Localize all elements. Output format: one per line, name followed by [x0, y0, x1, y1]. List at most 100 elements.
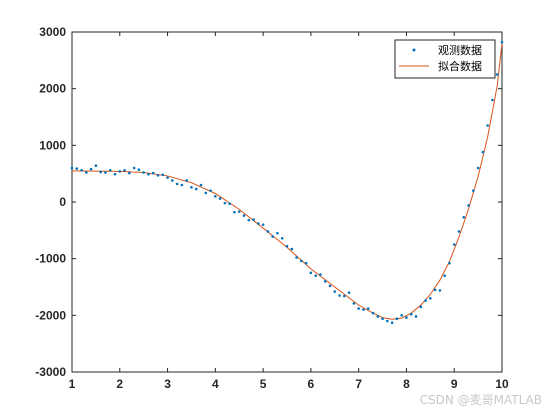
data-point [424, 299, 427, 302]
data-point [223, 201, 227, 205]
data-point [128, 171, 131, 175]
data-point [366, 307, 370, 310]
x-tick-label: 7 [355, 377, 362, 391]
data-point [257, 222, 260, 225]
data-point [108, 168, 112, 172]
data-point [295, 256, 298, 259]
data-point [247, 218, 251, 222]
data-point [228, 202, 231, 205]
data-point [118, 170, 122, 173]
legend-label-fit: 拟合数据 [438, 59, 482, 73]
data-point [467, 204, 470, 207]
x-tick-label: 5 [260, 377, 267, 391]
data-point [338, 294, 341, 297]
y-tick-label: -2000 [35, 308, 66, 322]
data-point [132, 166, 136, 170]
y-tick-label: 2000 [39, 82, 66, 96]
data-point [300, 259, 303, 263]
data-point [185, 179, 188, 182]
x-tick-label: 2 [116, 377, 123, 391]
data-point [142, 171, 145, 174]
y-tick-label: 3000 [39, 25, 66, 39]
data-point [419, 305, 423, 309]
data-point [94, 164, 98, 168]
legend-marker-observed [412, 48, 416, 52]
data-point [252, 218, 255, 221]
data-point [472, 189, 475, 192]
legend-label-observed: 观测数据 [438, 43, 482, 57]
data-point [362, 308, 365, 311]
plot-area [71, 31, 503, 373]
data-point [266, 230, 270, 233]
data-point [180, 183, 184, 187]
data-point [433, 288, 437, 292]
data-point [137, 168, 141, 171]
x-tick-label: 1 [69, 377, 76, 391]
data-point [371, 311, 375, 315]
data-point [166, 176, 169, 179]
data-point [194, 187, 198, 191]
data-point [80, 168, 83, 172]
data-point [276, 231, 279, 235]
data-point [89, 167, 93, 171]
data-point [285, 244, 289, 248]
data-point [343, 294, 346, 298]
data-point [476, 166, 480, 170]
data-point [395, 317, 399, 321]
data-point [314, 274, 317, 277]
data-point [390, 321, 394, 325]
data-point [414, 315, 418, 318]
data-point [175, 182, 179, 186]
data-point [233, 210, 236, 214]
x-tick-label: 3 [164, 377, 171, 391]
legend: 观测数据 拟合数据 [394, 39, 496, 79]
data-point [429, 297, 432, 300]
y-tick-label: 0 [59, 195, 66, 209]
data-point [491, 98, 494, 102]
data-point [271, 235, 274, 238]
data-point [400, 314, 403, 317]
data-point [171, 179, 174, 182]
x-tick-label: 8 [403, 377, 410, 391]
data-point [214, 195, 217, 198]
data-point [352, 302, 356, 305]
data-point [438, 289, 442, 292]
data-point [204, 191, 208, 195]
data-point [457, 230, 461, 233]
data-point [319, 273, 322, 276]
watermark: CSDN @麦哥MATLAB [419, 393, 542, 407]
data-point [386, 319, 389, 323]
x-tick-label: 6 [308, 377, 315, 391]
data-point [113, 172, 117, 176]
data-point [70, 166, 74, 170]
y-tick-label: -1000 [35, 252, 66, 266]
data-point [304, 261, 308, 265]
data-point [328, 284, 332, 288]
data-point [376, 315, 380, 318]
data-point [500, 40, 504, 44]
data-point [218, 197, 222, 200]
data-point [280, 236, 284, 240]
data-point [452, 243, 456, 246]
data-point [448, 261, 451, 265]
x-tick-label: 4 [212, 377, 219, 391]
legend-box [394, 39, 496, 79]
data-point [199, 183, 203, 187]
data-point [104, 171, 107, 174]
axis-ticks [71, 31, 503, 373]
y-tick-label: -3000 [35, 365, 66, 379]
y-tick-labels: -3000 -2000 -1000 0 1000 2000 3000 [35, 25, 66, 379]
data-point [161, 173, 165, 177]
data-point [347, 291, 351, 294]
data-point [209, 189, 212, 192]
data-point [381, 317, 384, 321]
data-point [156, 174, 160, 177]
data-point [75, 167, 79, 170]
x-tick-labels: 1 2 3 4 5 6 7 8 9 10 [69, 377, 509, 391]
data-point [323, 280, 327, 283]
data-point [123, 168, 126, 172]
data-point [99, 170, 102, 174]
data-point [481, 150, 485, 154]
x-tick-label: 10 [495, 377, 509, 391]
